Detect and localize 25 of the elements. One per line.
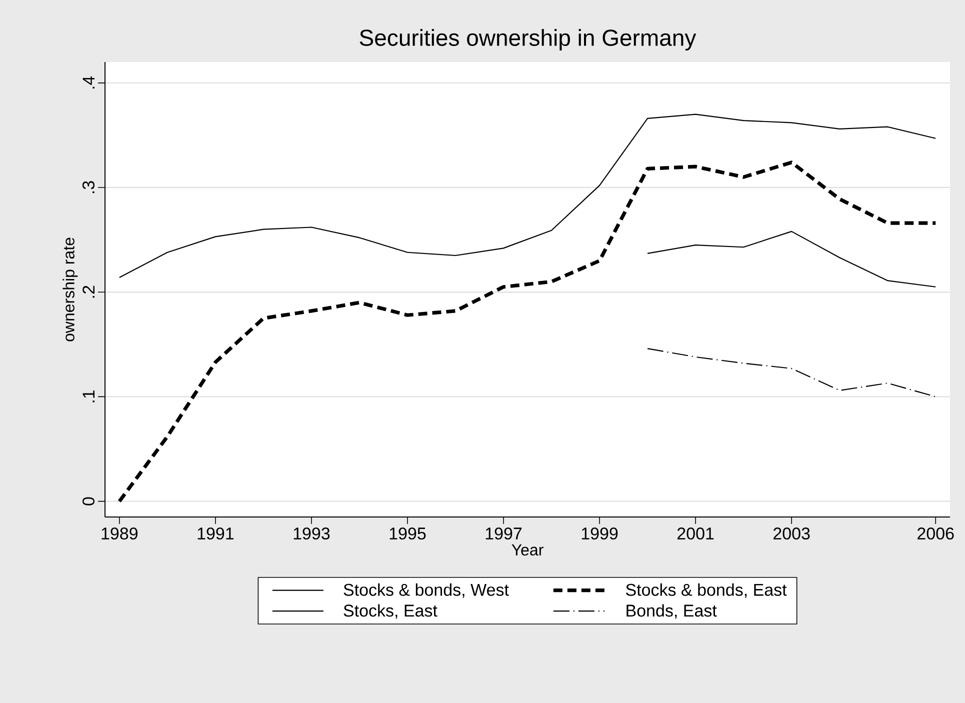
- legend-label: Stocks, East: [344, 604, 438, 619]
- legend-label: Stocks & bonds, East: [626, 583, 787, 598]
- y-tick-label: 0: [82, 497, 95, 506]
- x-tick-label: 2001: [678, 528, 714, 540]
- y-tick-label: .2: [82, 286, 94, 298]
- line-series: [118, 160, 938, 504]
- line-series: [646, 348, 936, 398]
- line-series: [118, 114, 936, 278]
- y-tick-label: .4: [82, 76, 94, 88]
- y-tick-label: .1: [82, 390, 94, 402]
- legend-label: Stocks & bonds, West: [344, 583, 509, 598]
- x-tick-label: 1991: [198, 528, 234, 540]
- x-tick-label: 2003: [774, 528, 810, 540]
- x-tick-label: 2006: [918, 528, 954, 540]
- x-tick-label: 1997: [486, 528, 522, 540]
- x-tick-label: 1995: [390, 528, 426, 540]
- x-axis-title: Year: [512, 544, 544, 556]
- y-tick-label: .3: [82, 181, 95, 194]
- x-tick-label: 1999: [582, 528, 618, 540]
- x-tick-label: 1989: [102, 528, 138, 540]
- line-series: [646, 230, 936, 288]
- y-axis-title: ownership rate: [62, 238, 78, 342]
- x-tick-label: 1993: [294, 528, 330, 540]
- legend-label: Bonds, East: [626, 604, 717, 619]
- chart-title: Securities ownership in Germany: [360, 29, 696, 50]
